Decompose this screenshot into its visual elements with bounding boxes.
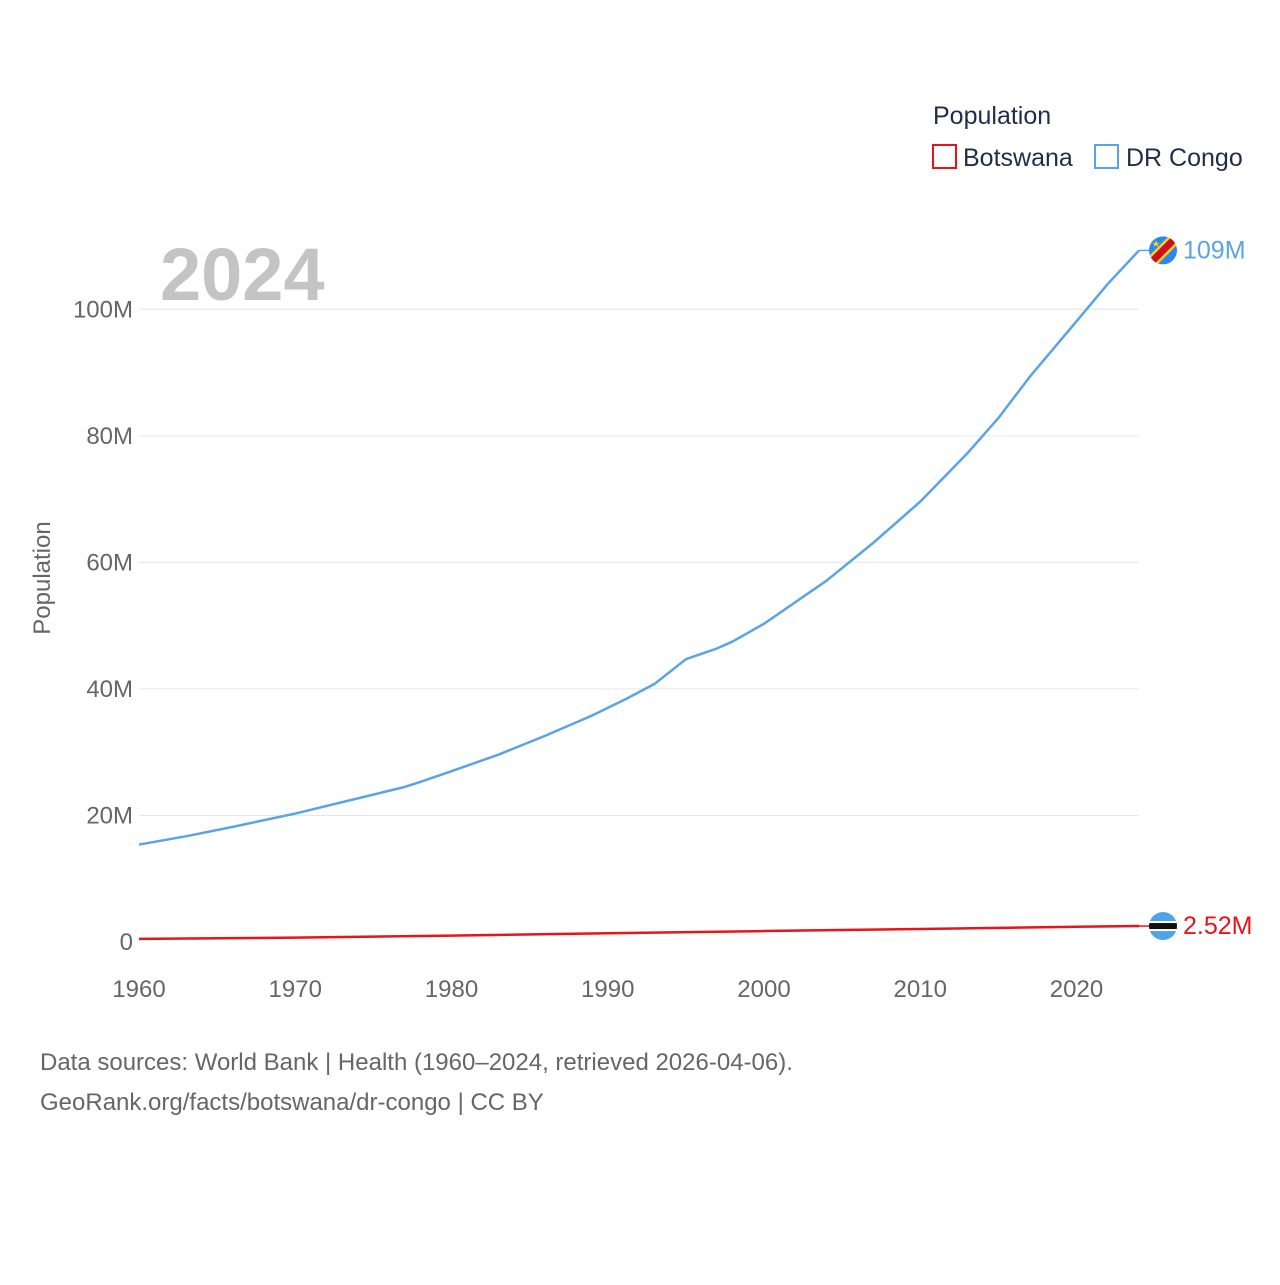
data-sources-text: Data sources: World Bank | Health (1960–… <box>40 1049 793 1076</box>
end-value-label-dr-congo: 109M <box>1183 236 1246 264</box>
x-tick-label-2000: 2000 <box>737 976 790 1003</box>
x-axis-ticks: 1960 1970 1980 1990 2000 2010 2020 <box>112 976 1103 1003</box>
y-tick-label-40m: 40M <box>86 676 133 703</box>
x-tick-label-2020: 2020 <box>1050 976 1103 1003</box>
y-tick-label-0: 0 <box>120 929 133 956</box>
x-tick-label-1980: 1980 <box>425 976 478 1003</box>
series-line-botswana[interactable] <box>138 924 1140 941</box>
legend-label-dr-congo[interactable]: DR Congo <box>1126 144 1243 172</box>
legend-title: Population <box>933 102 1051 130</box>
x-tick-label-1970: 1970 <box>269 976 322 1003</box>
x-tick-label-1960: 1960 <box>112 976 165 1003</box>
series-lines: 2.52M 109M <box>138 236 1252 941</box>
x-tick-label-2010: 2010 <box>894 976 947 1003</box>
gridlines <box>139 308 1139 816</box>
y-tick-label-80m: 80M <box>86 423 133 450</box>
botswana-flag-icon <box>1149 912 1177 941</box>
y-axis-ticks: 0 20M 40M 60M 80M 100M <box>73 296 133 956</box>
y-tick-label-60m: 60M <box>86 549 133 576</box>
source-url-text: GeoRank.org/facts/botswana/dr-congo | CC… <box>40 1089 544 1116</box>
y-tick-label-100m: 100M <box>73 296 133 323</box>
y-axis-title: Population <box>29 521 56 634</box>
legend-swatch-botswana[interactable] <box>932 144 957 169</box>
end-value-label-botswana: 2.52M <box>1183 912 1252 940</box>
footer: Data sources: World Bank | Health (1960–… <box>40 1043 793 1123</box>
dr-congo-flag-icon <box>1149 236 1177 265</box>
series-line-dr-congo[interactable] <box>138 249 1140 846</box>
x-tick-label-1990: 1990 <box>581 976 634 1003</box>
legend: Population Botswana DR Congo <box>932 102 1243 172</box>
legend-label-botswana[interactable]: Botswana <box>963 144 1073 172</box>
year-watermark: 2024 <box>160 233 325 316</box>
legend-swatch-dr-congo[interactable] <box>1094 144 1119 169</box>
y-tick-label-20m: 20M <box>86 802 133 829</box>
